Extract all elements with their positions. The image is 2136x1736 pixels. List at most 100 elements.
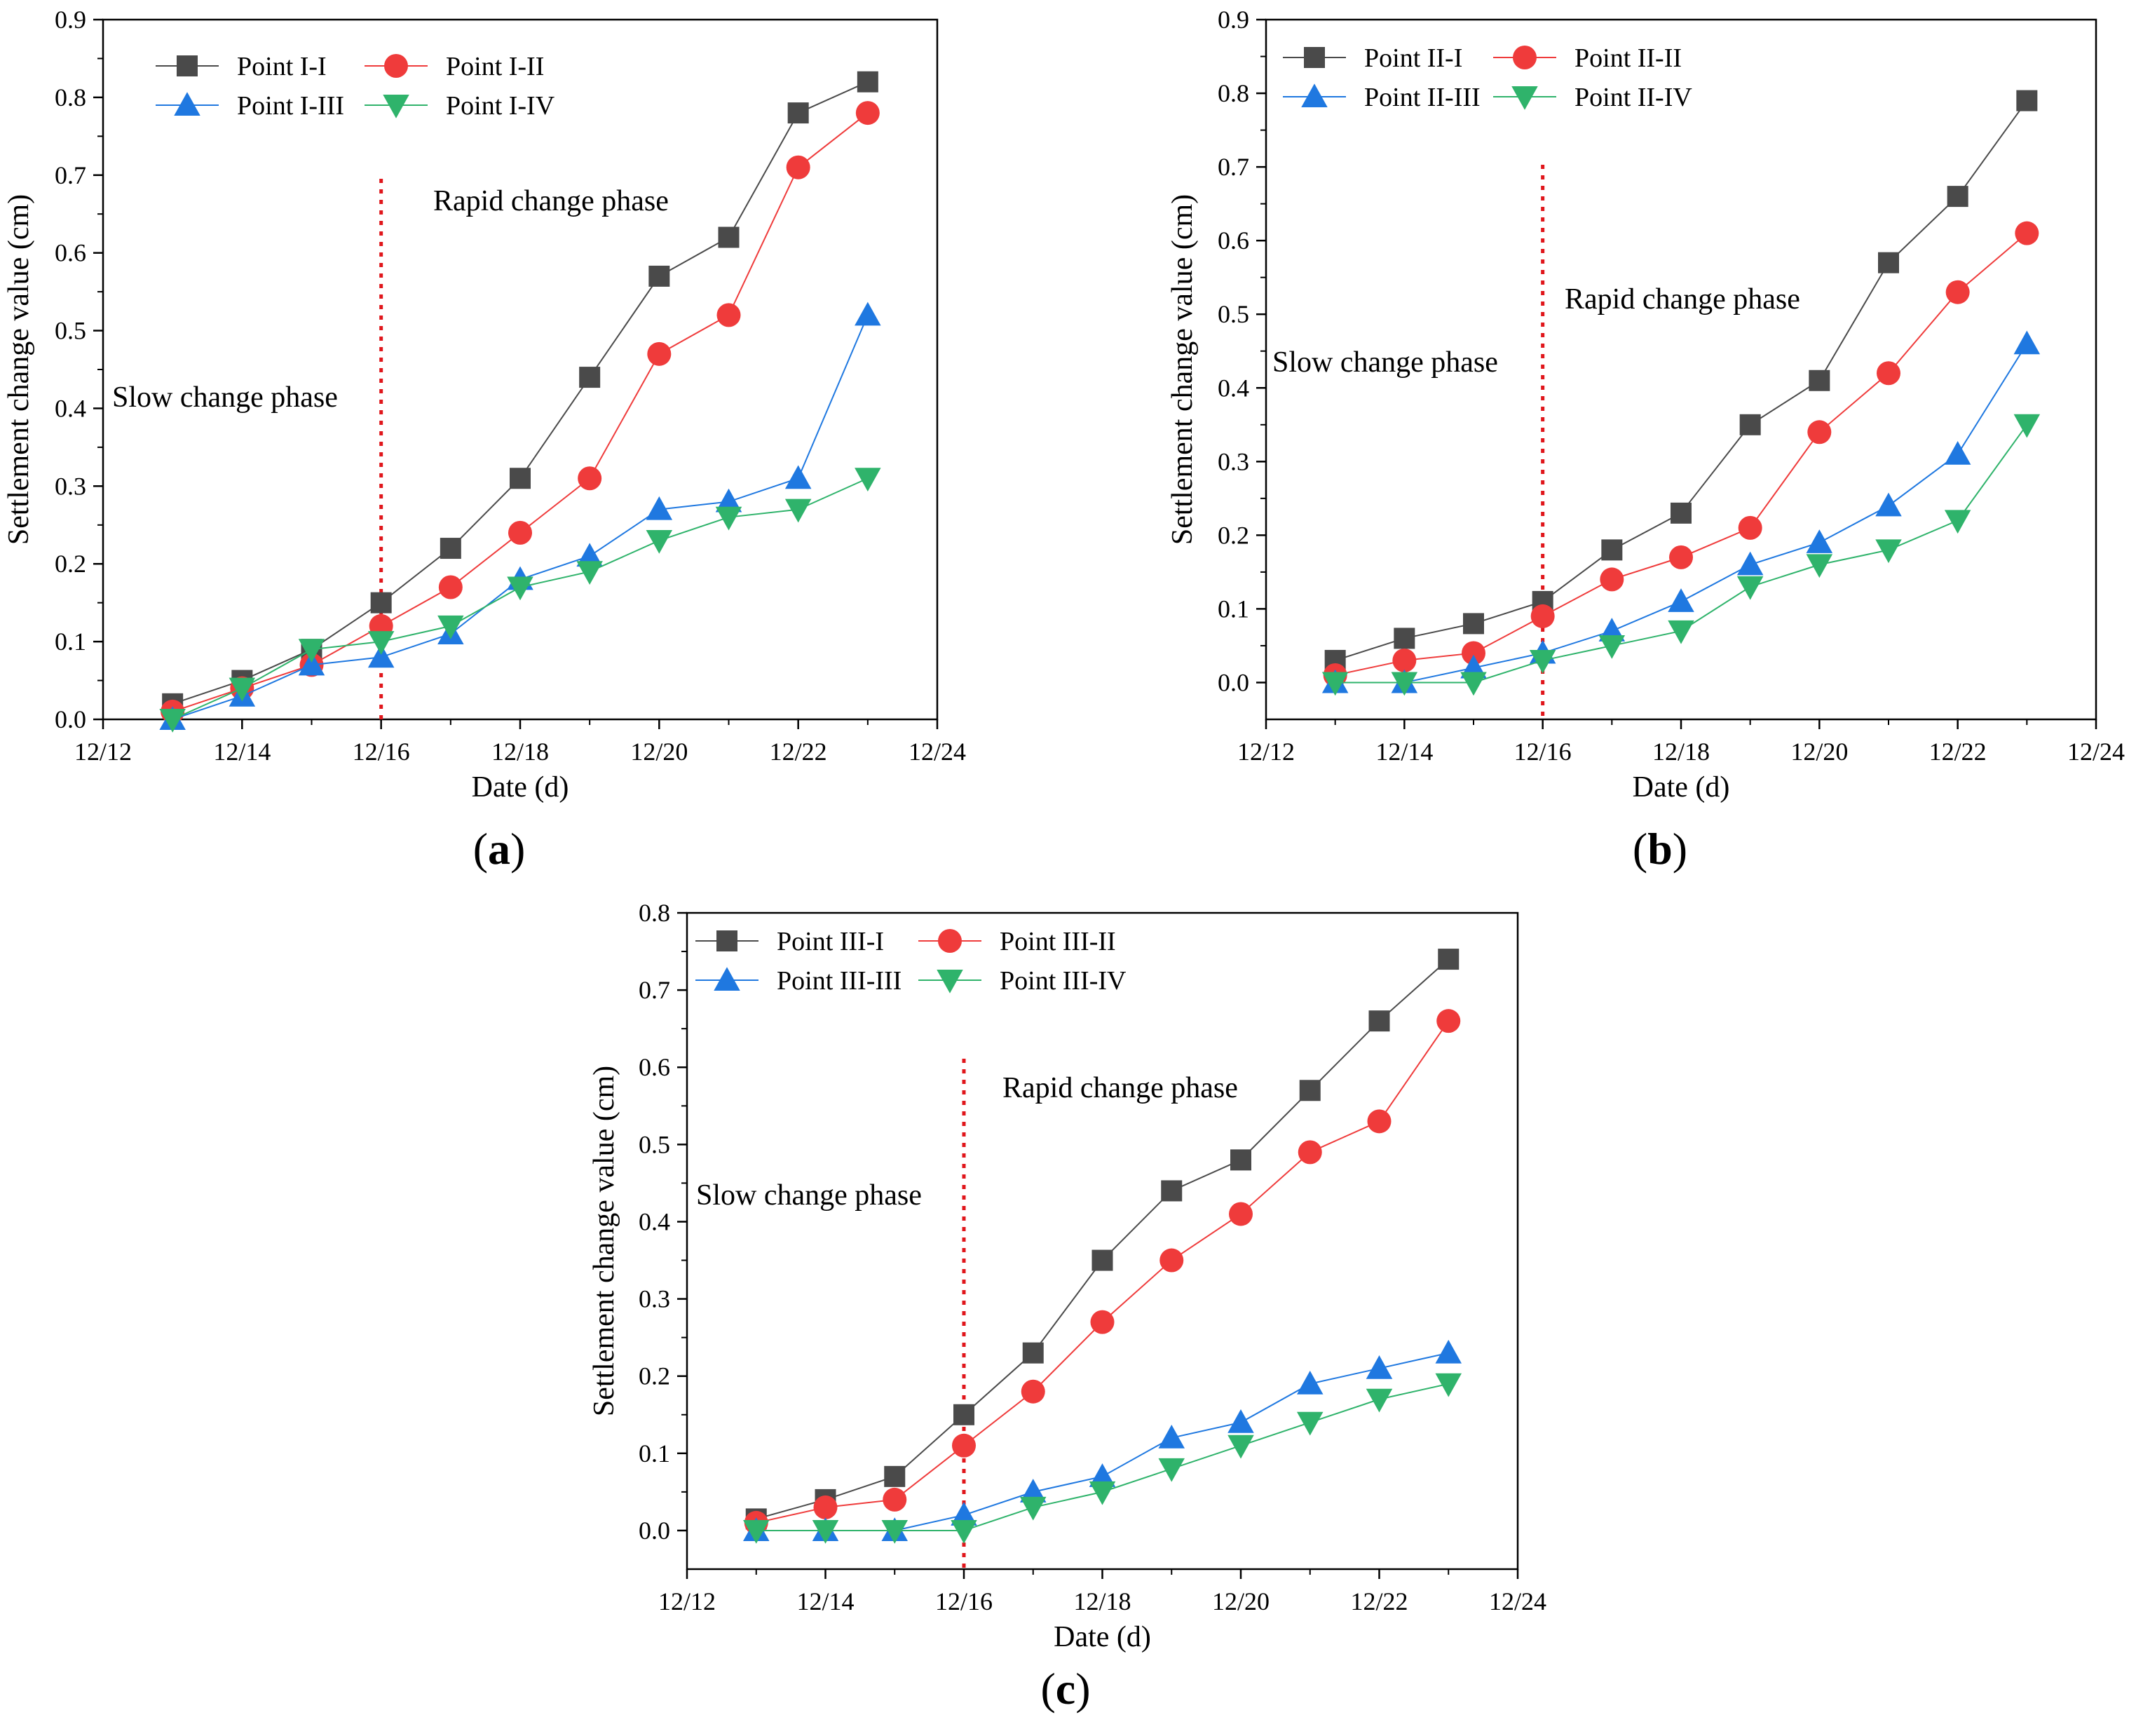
data-point bbox=[438, 575, 463, 599]
x-axis-title: Date (d) bbox=[472, 771, 569, 803]
x-tick-label: 12/22 bbox=[770, 738, 827, 766]
series-line bbox=[1335, 100, 2028, 661]
data-point bbox=[1945, 280, 1970, 304]
y-tick-label: 0.2 bbox=[639, 1362, 670, 1390]
data-point bbox=[1020, 1496, 1047, 1521]
series-1 bbox=[1324, 90, 2038, 671]
panel-label-close: ) bbox=[1075, 1664, 1090, 1714]
data-point bbox=[951, 1519, 977, 1544]
legend-label: Point II-II bbox=[1574, 43, 1682, 73]
legend-label: Point II-I bbox=[1364, 43, 1462, 73]
data-point bbox=[1598, 635, 1626, 659]
chart-panel-c: 12/12 12/14 12/16 12/18 12/20 12/22 12/24 0.0 0.… bbox=[588, 899, 1546, 1653]
data-point bbox=[647, 341, 672, 366]
data-point bbox=[508, 520, 532, 545]
x-tick-label: 12/22 bbox=[1929, 738, 1987, 766]
legend-marker bbox=[384, 54, 408, 78]
data-point bbox=[1321, 672, 1349, 696]
x-tick-label: 12/16 bbox=[935, 1587, 993, 1615]
data-point bbox=[578, 466, 602, 491]
legend-label: Point III-II bbox=[1000, 927, 1116, 956]
series-3 bbox=[743, 1339, 1462, 1541]
data-point bbox=[812, 1519, 839, 1544]
data-point bbox=[715, 488, 742, 513]
data-point bbox=[1366, 1388, 1393, 1413]
data-point bbox=[1020, 1479, 1047, 1503]
y-tick-label: 0.6 bbox=[1218, 226, 1249, 255]
data-point bbox=[855, 301, 881, 326]
data-point bbox=[1806, 529, 1833, 553]
data-point bbox=[1530, 604, 1555, 628]
data-point bbox=[298, 639, 325, 663]
data-point bbox=[743, 1519, 770, 1544]
data-point bbox=[786, 155, 810, 179]
data-point bbox=[718, 226, 740, 248]
series-4 bbox=[159, 468, 881, 733]
data-point bbox=[646, 529, 673, 554]
data-point bbox=[1368, 1010, 1390, 1032]
y-axis-title: Settlement change value (cm) bbox=[3, 194, 35, 545]
x-tick-label: 12/24 bbox=[2067, 738, 2125, 766]
data-point bbox=[1877, 361, 1900, 386]
y-tick-label: 0.3 bbox=[639, 1285, 670, 1313]
slow-phase-label: Slow change phase bbox=[1272, 346, 1498, 379]
y-tick-label: 0.4 bbox=[639, 1207, 670, 1235]
data-point bbox=[1944, 510, 1971, 534]
legend-marker bbox=[1511, 86, 1538, 110]
x-tick-label: 12/18 bbox=[1652, 738, 1710, 766]
y-tick-label: 0.1 bbox=[1218, 595, 1249, 623]
data-point bbox=[648, 265, 670, 287]
legend-marker bbox=[174, 92, 200, 116]
data-point bbox=[952, 1433, 976, 1458]
legend-marker bbox=[714, 967, 740, 991]
legend-marker bbox=[1301, 83, 1328, 107]
data-point bbox=[1435, 1373, 1462, 1397]
chart-panel-a: 12/12 12/14 12/16 12/18 12/20 12/22 12/24 0.0 0.… bbox=[3, 6, 966, 803]
panel-label-open: ( bbox=[1633, 824, 1647, 874]
y-tick-label: 0.5 bbox=[639, 1130, 670, 1158]
data-point bbox=[1227, 1409, 1254, 1433]
data-point bbox=[784, 499, 812, 523]
data-point bbox=[1669, 545, 1693, 569]
data-point bbox=[2016, 90, 2038, 111]
x-tick-label: 12/20 bbox=[1790, 738, 1848, 766]
data-point bbox=[951, 1502, 977, 1526]
x-tick-label: 12/24 bbox=[909, 738, 966, 766]
data-point bbox=[1738, 515, 1762, 540]
rapid-phase-label: Rapid change phase bbox=[1002, 1072, 1238, 1104]
panel-label-letter: a bbox=[488, 824, 510, 874]
data-point bbox=[1875, 492, 1902, 517]
legend: Point III-I Point III-II Point III-III Poin… bbox=[695, 927, 1127, 996]
y-tick-label: 0.7 bbox=[639, 976, 670, 1004]
data-point bbox=[1944, 441, 1971, 465]
data-point bbox=[2013, 414, 2041, 438]
panel-label-open: ( bbox=[473, 824, 488, 874]
data-point bbox=[1807, 420, 1832, 445]
data-point bbox=[787, 102, 809, 124]
data-point bbox=[1297, 1370, 1324, 1395]
series-line bbox=[756, 1383, 1449, 1531]
x-tick-label: 12/18 bbox=[1073, 1587, 1131, 1615]
legend-label: Point III-IV bbox=[1000, 966, 1127, 996]
y-tick-label: 0.4 bbox=[55, 394, 86, 422]
data-point bbox=[1601, 539, 1623, 561]
x-tick-label: 12/16 bbox=[1514, 738, 1572, 766]
panel-label-letter: b bbox=[1647, 824, 1673, 874]
data-point bbox=[229, 677, 256, 702]
y-tick-label: 0.8 bbox=[1218, 79, 1249, 107]
data-point bbox=[437, 615, 464, 639]
data-point bbox=[1391, 672, 1418, 696]
y-tick-label: 0.3 bbox=[55, 472, 86, 500]
series-1 bbox=[745, 949, 1460, 1530]
x-tick-label: 12/12 bbox=[658, 1587, 716, 1615]
data-point bbox=[1436, 1009, 1461, 1033]
legend-marker bbox=[1513, 46, 1537, 69]
series-3 bbox=[159, 301, 881, 730]
data-point bbox=[1668, 588, 1694, 612]
legend: Point II-I Point II-II Point II-III Point I… bbox=[1283, 43, 1692, 112]
data-point bbox=[1091, 1249, 1113, 1271]
plot-frame bbox=[102, 18, 939, 721]
rapid-phase-label: Rapid change phase bbox=[433, 185, 669, 217]
data-point bbox=[1298, 1140, 1322, 1165]
data-point bbox=[1875, 539, 1902, 564]
